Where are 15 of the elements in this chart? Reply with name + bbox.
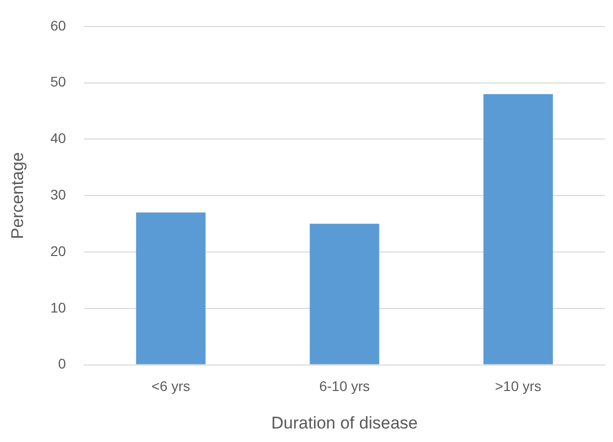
y-tick-label: 60 — [50, 17, 66, 34]
y-tick-label: 40 — [50, 130, 66, 146]
y-tick-label: 20 — [50, 242, 66, 259]
x-tick-label: 6-10 yrs — [319, 378, 370, 394]
y-axis-title: Percentage — [8, 152, 27, 240]
y-tick-label: 10 — [50, 299, 66, 316]
y-tick-label: 0 — [58, 356, 66, 372]
y-tick-label: 30 — [50, 186, 66, 202]
y-tick-label: 50 — [50, 74, 66, 90]
bar — [310, 224, 380, 364]
x-tick-label: >10 yrs — [495, 378, 542, 394]
x-axis-title: Duration of disease — [271, 413, 418, 432]
x-tick-label: <6 yrs — [152, 378, 190, 394]
bar — [483, 94, 553, 364]
bar — [136, 212, 206, 364]
